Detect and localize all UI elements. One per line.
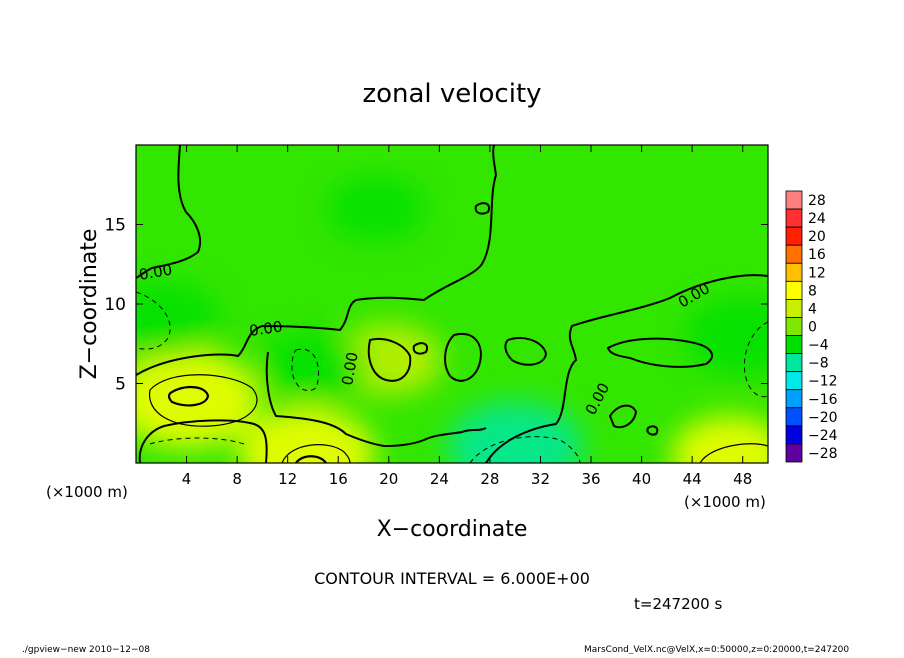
x-tick-label: 28: [480, 470, 499, 488]
colorbar-swatch: [785, 335, 803, 354]
x-tick-label: 40: [632, 470, 651, 488]
field-max: [238, 407, 376, 463]
colorbar-swatch: [785, 190, 803, 210]
contour-label-0: 0.00: [138, 260, 174, 284]
x-tick-label: 8: [232, 470, 242, 488]
x-tick-label: 12: [278, 470, 297, 488]
footer-right: MarsCond_VelX.nc@VelX,x=0:50000,z=0:2000…: [584, 645, 849, 654]
x-unit-left: (×1000 m): [46, 483, 128, 501]
field-min: [326, 175, 426, 242]
colorbar-swatch: [785, 262, 803, 282]
zero-contour-loop-e: [608, 404, 638, 429]
colorbar-label: −12: [808, 374, 838, 390]
colorbar-swatch: [785, 208, 803, 228]
colorbar-label: −20: [808, 410, 838, 426]
zero-contour-right: [485, 274, 768, 463]
colorbar-swatch: [785, 389, 803, 409]
field-min: [446, 401, 584, 463]
contour-plus12-left: [167, 386, 210, 407]
zero-contour-center: [136, 145, 498, 376]
colorbar-label: −28: [808, 446, 838, 462]
y-tick-label: 15: [104, 216, 126, 236]
colorbar-label: −8: [808, 356, 829, 372]
x-tick-label: 4: [182, 470, 192, 488]
zero-contour-loop-f: [646, 425, 659, 436]
zero-contour-loop-g: [412, 342, 428, 355]
colorbar-label: 12: [808, 265, 826, 281]
field-min: [136, 280, 221, 360]
y-axis-label: Z−coordinate: [77, 229, 102, 380]
y-tick-label: 5: [115, 375, 126, 395]
colorbar-swatch: [785, 371, 803, 391]
zero-contour-mid-lower: [265, 351, 487, 448]
x-axis-ticks: 4 8 12 16 20 24 28 32 36 40 44 48: [182, 145, 752, 488]
contour-plus6-bottom-center: [281, 444, 351, 463]
colorbar-swatch: [785, 353, 803, 373]
colorbar-swatch: [785, 280, 803, 300]
y-tick-label: 10: [104, 295, 126, 315]
colorbar-label: 24: [808, 211, 826, 227]
x-tick-label: 16: [329, 470, 348, 488]
x-tick-label: 36: [581, 470, 600, 488]
footer-left: ./gpview−new 2010−12−08: [22, 645, 150, 654]
colorbar-swatch: [785, 425, 803, 445]
contour-interval-text: CONTOUR INTERVAL = 6.000E+00: [314, 569, 590, 588]
colorbar-label: 8: [808, 283, 817, 299]
contour-minus6-bottom-left: [149, 437, 245, 445]
x-tick-label: 48: [733, 470, 752, 488]
x-unit-right: (×1000 m): [684, 493, 766, 511]
contour-minus6-left: [136, 291, 171, 350]
zero-contour-loop-a: [444, 332, 482, 382]
x-tick-label: 20: [379, 470, 398, 488]
colorbar-label: 28: [808, 193, 826, 209]
positive-contours: [149, 374, 768, 463]
contour-label-2: 0.00: [338, 351, 362, 387]
contour-plus12-bottom: [295, 455, 327, 463]
colorbar-swatch: [785, 407, 803, 427]
contour-plus6-left: [149, 374, 258, 427]
colorbar-swatch: [785, 298, 803, 318]
colorbar-label: −4: [808, 338, 829, 354]
colorbar-label: −24: [808, 428, 838, 444]
time-text: t=247200 s: [634, 595, 722, 613]
plot-area: 0.00 0.00 0.00 0.00 0.00: [136, 145, 768, 463]
x-tick-label: 44: [683, 470, 702, 488]
zero-contour-upper-left: [136, 145, 202, 279]
colorbar-swatch: [785, 226, 803, 246]
field-min: [683, 296, 768, 375]
zero-contour-loop-h: [474, 202, 490, 215]
zero-contour-bottom-left: [138, 419, 268, 463]
colorbar-label: −16: [808, 392, 838, 408]
contour-plus6-bottom-right: [699, 443, 768, 463]
field-max: [136, 350, 260, 449]
zero-contours: [136, 145, 768, 463]
negative-contours: [136, 291, 768, 463]
colorbar-swatch: [785, 443, 803, 463]
field-min: [258, 331, 367, 404]
x-axis-label: X−coordinate: [377, 517, 528, 542]
contour-minus6-right: [743, 321, 768, 398]
zero-contour-loop-c: [367, 338, 412, 382]
colorbar-label: 4: [808, 301, 817, 317]
colorbar-swatch: [785, 317, 803, 336]
colorbar: 28 24 20 16 12 8 4 0 −4 −8 −12 −16 −20 −24 −28: [785, 190, 838, 463]
colorbar-label: 16: [808, 247, 826, 263]
colorbar-label: 0: [808, 320, 817, 336]
contour-label-1: 0.00: [248, 317, 284, 339]
x-tick-label: 24: [430, 470, 449, 488]
y-axis-ticks: 5 10 15: [104, 216, 768, 395]
zero-contour-loop-d: [606, 337, 714, 368]
x-tick-label: 32: [531, 470, 550, 488]
colorbar-label: 20: [808, 229, 826, 245]
zero-contour-loop-b: [504, 336, 548, 366]
contour-minus6-bottom-center: [469, 436, 581, 463]
field-max: [671, 415, 768, 463]
chart-title: zonal velocity: [362, 79, 541, 109]
peak-contours: [167, 386, 327, 463]
colorbar-swatch: [785, 244, 803, 264]
